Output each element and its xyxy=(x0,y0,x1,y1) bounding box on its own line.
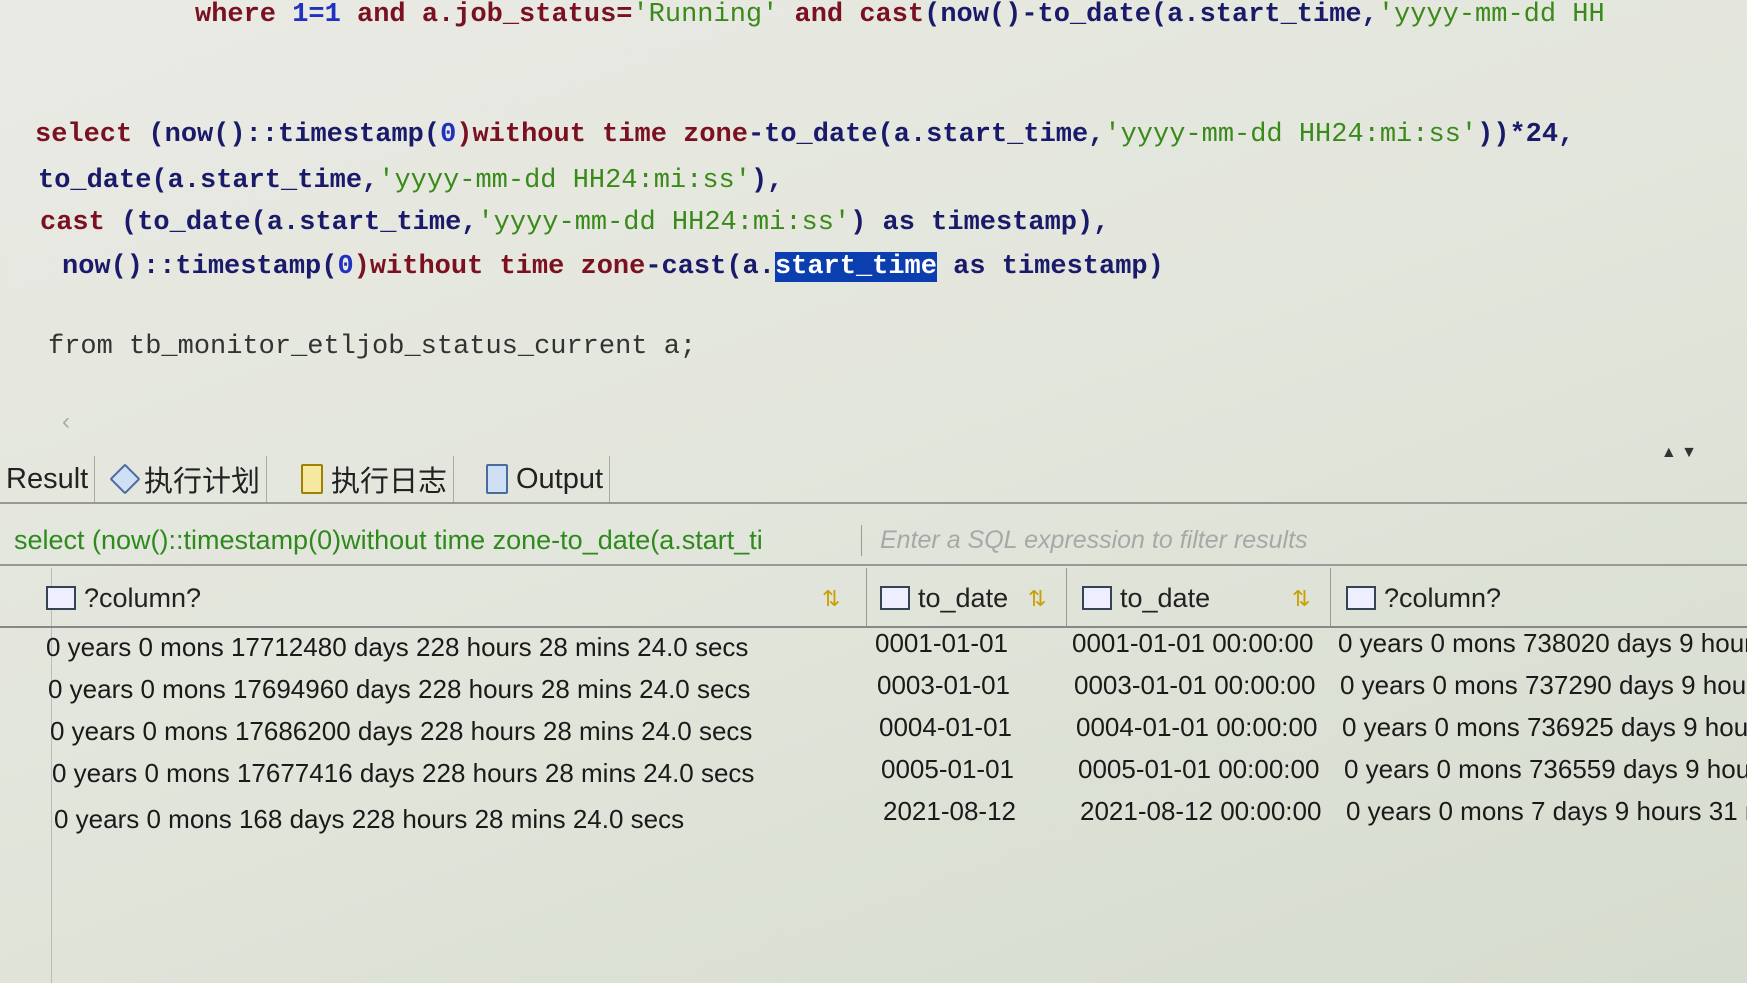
table-cell[interactable]: 0 years 0 mons 17712480 days 228 hours 2… xyxy=(46,632,749,662)
plan-icon xyxy=(109,463,141,495)
column-name: to_date xyxy=(918,582,1009,613)
code-token: (now()::timestamp( xyxy=(148,120,441,150)
tab-output[interactable]: Output xyxy=(480,456,611,502)
code-token: ))*24, xyxy=(1477,120,1575,150)
table-cell[interactable]: 0 years 0 mons 168 days 228 hours 28 min… xyxy=(54,804,685,834)
column-header[interactable]: ?column? xyxy=(46,574,201,622)
string-literal: 'yyyy-mm-dd HH24:mi:ss' xyxy=(1104,120,1478,150)
filter-bar: select (now()::timestamp(0)without time … xyxy=(0,516,1747,566)
panel-toggle-arrows[interactable]: ▲ ▼ xyxy=(1660,444,1697,461)
selected-text: start_time xyxy=(774,252,937,282)
string-literal: 'Running' xyxy=(632,0,779,30)
table-cell[interactable]: 0003-01-01 00:00:00 xyxy=(1074,670,1316,700)
log-icon xyxy=(301,464,323,494)
code-line: cast (to_date(a.start_time,'yyyy-mm-dd H… xyxy=(40,208,1109,238)
tab-label: Output xyxy=(516,462,604,495)
code-line: to_date(a.start_time,'yyyy-mm-dd HH24:mi… xyxy=(38,166,783,196)
table-cell[interactable]: 0 years 0 mons 738020 days 9 hours 3 xyxy=(1338,628,1747,658)
column-type-icon xyxy=(1346,586,1376,610)
code-token: 1=1 xyxy=(292,0,341,30)
table-cell[interactable]: 0003-01-01 xyxy=(877,670,1010,700)
result-tabs: Result 执行计划 执行日志 Output xyxy=(0,452,1747,504)
table-cell[interactable]: 0001-01-01 xyxy=(875,628,1008,658)
column-divider xyxy=(1066,568,1067,628)
sort-icon[interactable]: ⇅ xyxy=(1028,586,1047,611)
table-cell[interactable]: 2021-08-12 xyxy=(883,796,1016,826)
table-cell[interactable]: 0001-01-01 00:00:00 xyxy=(1072,628,1314,658)
keyword: select xyxy=(35,120,149,150)
sql-editor[interactable]: where 1=1 and a.job_status='Running' and… xyxy=(0,0,1747,440)
code-token: 0 xyxy=(337,252,354,282)
tab-label: Result xyxy=(6,462,89,495)
code-token: 0 xyxy=(440,120,457,150)
table-cell[interactable]: 0 years 0 mons 736559 days 9 hours 3 xyxy=(1344,754,1747,784)
column-type-icon xyxy=(880,586,910,610)
table-cell[interactable]: 0005-01-01 xyxy=(881,754,1014,784)
table-cell[interactable]: 0005-01-01 00:00:00 xyxy=(1078,754,1320,784)
code-token: ) as timestamp), xyxy=(850,208,1110,238)
code-token: -cast(a. xyxy=(645,252,775,282)
tab-result[interactable]: Result xyxy=(0,456,96,502)
current-query: select (now()::timestamp(0)without time … xyxy=(0,524,862,556)
code-token: and a.job_status= xyxy=(340,0,633,30)
string-literal: 'yyyy-mm-dd HH24:mi:ss' xyxy=(477,208,851,238)
code-token: as timestamp) xyxy=(936,252,1164,282)
column-type-icon xyxy=(1082,586,1112,610)
code-line: where 1=1 and a.job_status='Running' and… xyxy=(195,0,1605,30)
document-icon xyxy=(486,464,508,494)
code-line: now()::timestamp(0)without time zone-cas… xyxy=(62,252,1164,282)
column-header[interactable]: ?column? xyxy=(1346,574,1501,622)
column-name: to_date xyxy=(1120,582,1211,613)
table-cell[interactable]: 0 years 0 mons 737290 days 9 hours 3 xyxy=(1340,670,1747,700)
tab-execution-log[interactable]: 执行日志 xyxy=(295,456,455,502)
row-header-column xyxy=(0,568,52,983)
filter-input[interactable] xyxy=(862,525,1722,555)
tab-label: 执行计划 xyxy=(144,466,261,498)
column-type-icon xyxy=(46,586,76,610)
code-line: from tb_monitor_etljob_status_current a; xyxy=(48,332,697,362)
scroll-left-icon[interactable]: ‹ xyxy=(62,408,70,435)
tab-execution-plan[interactable]: 执行计划 xyxy=(108,456,268,502)
code-token: (now()-to_date(a.start_time, xyxy=(924,0,1378,30)
sort-icon[interactable]: ⇅ xyxy=(1292,586,1311,611)
column-divider xyxy=(1330,568,1331,628)
keyword: and cast xyxy=(778,0,925,30)
column-divider xyxy=(866,568,867,628)
table-cell[interactable]: 2021-08-12 00:00:00 xyxy=(1080,796,1322,826)
table-cell[interactable]: 0 years 0 mons 17694960 days 228 hours 2… xyxy=(48,674,751,704)
tab-label: 执行日志 xyxy=(331,466,448,498)
column-name: ?column? xyxy=(1384,582,1502,613)
code-line: select (now()::timestamp(0)without time … xyxy=(35,120,1574,150)
column-header[interactable]: to_date xyxy=(880,574,1008,622)
column-name: ?column? xyxy=(84,582,202,613)
keyword: cast xyxy=(40,208,122,238)
result-grid: ?column? ⇅ to_date ⇅ to_date ⇅ ?column? … xyxy=(0,568,1747,983)
string-literal: 'yyyy-mm-dd HH24:mi:ss' xyxy=(378,166,751,196)
code-token: (to_date(a.start_time, xyxy=(121,208,478,238)
code-token: now()::timestamp( xyxy=(62,252,338,282)
table-cell[interactable]: 0 years 0 mons 17686200 days 228 hours 2… xyxy=(50,716,753,746)
keyword: )without time zone xyxy=(353,252,646,282)
header-divider xyxy=(0,626,1747,628)
code-token: to_date(a.start_time, xyxy=(38,166,379,196)
keyword: where xyxy=(195,0,293,30)
table-cell[interactable]: 0004-01-01 00:00:00 xyxy=(1076,712,1318,742)
code-token: -to_date(a.start_time, xyxy=(747,120,1105,150)
code-token: ), xyxy=(750,166,784,196)
table-cell[interactable]: 0 years 0 mons 736925 days 9 hours 3 xyxy=(1342,712,1747,742)
sort-icon[interactable]: ⇅ xyxy=(822,586,841,611)
table-cell[interactable]: 0 years 0 mons 7 days 9 hours 31 mins xyxy=(1346,796,1747,826)
keyword: )without time zone xyxy=(456,120,748,150)
string-literal: 'yyyy-mm-dd HH xyxy=(1377,0,1605,30)
column-header[interactable]: to_date xyxy=(1082,574,1210,622)
table-cell[interactable]: 0004-01-01 xyxy=(879,712,1012,742)
table-cell[interactable]: 0 years 0 mons 17677416 days 228 hours 2… xyxy=(52,758,755,788)
